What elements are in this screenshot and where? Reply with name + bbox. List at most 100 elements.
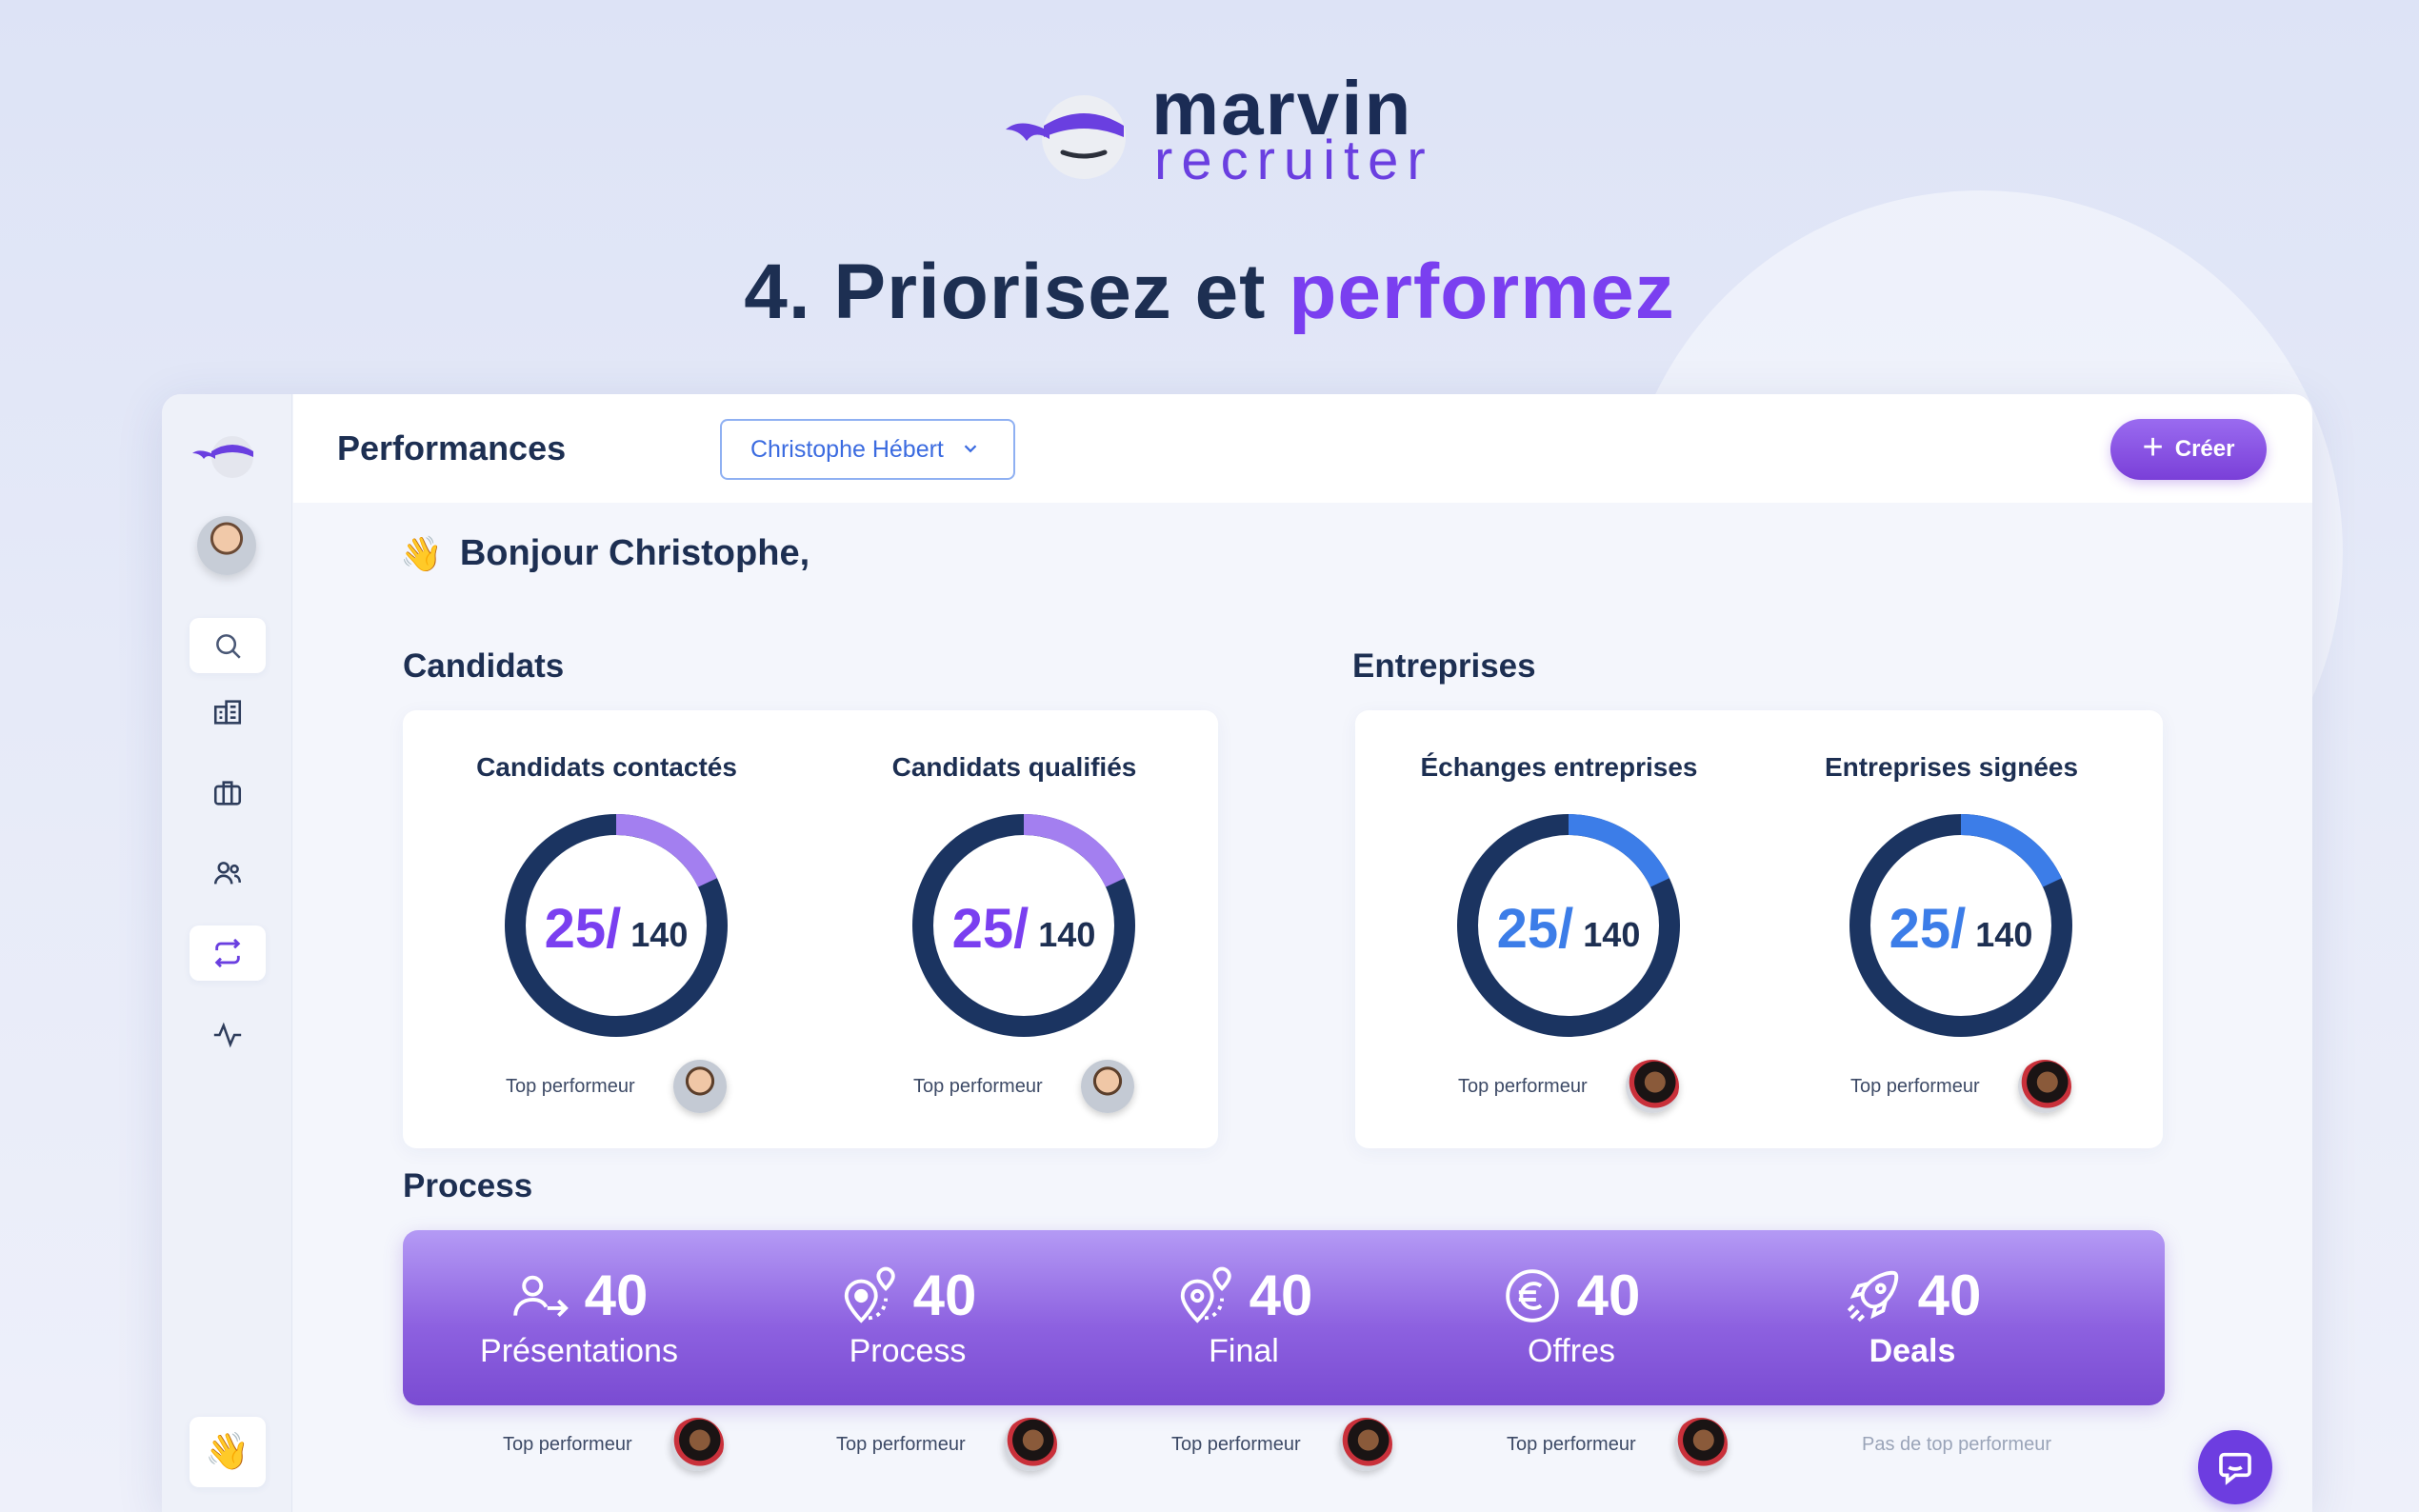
brand-subtitle: recruiter [1154, 129, 1434, 191]
search-button[interactable] [190, 618, 266, 673]
top-performer-avatar[interactable] [1338, 1418, 1392, 1471]
top-performer-label: Top performeur [503, 1433, 632, 1455]
donut-progress [1849, 814, 2072, 1037]
briefcase-icon [213, 781, 242, 806]
process-label: Process [849, 1333, 967, 1369]
process-value: 40 [584, 1263, 649, 1327]
euro-icon [1505, 1269, 1559, 1323]
create-button-label: Créer [2174, 436, 2235, 462]
metric-entreprises-signees: Entreprises signées 25/ 140 Top performe… [1748, 710, 2155, 1148]
app-window: 👋 Performances Christophe Hébert + Créer… [162, 394, 2312, 1512]
entreprises-card: Échanges entreprises 25/ 140 Top perform… [1355, 710, 2163, 1148]
process-top-performer: Top performeur [836, 1417, 1057, 1472]
metric-total: 140 [630, 915, 689, 954]
page-headline: 4. Priorisez et performez [0, 253, 2419, 331]
metric-value: 25/ [951, 897, 1030, 960]
metric-value: 25/ [544, 897, 622, 960]
top-performer-label: Top performeur [1458, 1075, 1588, 1097]
greeting-text: Bonjour Christophe, [459, 533, 810, 573]
user-arrow-icon [512, 1275, 569, 1318]
companies-button[interactable] [190, 685, 266, 740]
metric-title: Candidats qualifiés [891, 752, 1137, 782]
chevron-down-icon [964, 445, 977, 453]
process-value: 40 [1576, 1263, 1641, 1327]
donut-chart: 25/ 140 [502, 811, 730, 1040]
candidats-card: Candidats contactés 25/ 140 Top performe… [403, 710, 1218, 1148]
pin-route-icon [844, 1266, 895, 1323]
top-performer-avatar[interactable] [1625, 1060, 1679, 1113]
top-performer-avatar[interactable] [672, 1060, 727, 1113]
user-avatar[interactable] [197, 516, 256, 575]
top-performer-label: Top performeur [1850, 1075, 1980, 1097]
process-top-performer: Pas de top performeur [1862, 1417, 2051, 1472]
top-performer-avatar[interactable] [1673, 1418, 1728, 1471]
process-value: 40 [912, 1263, 977, 1327]
greeting: 👋 Bonjour Christophe, [400, 533, 810, 574]
no-top-performer-label: Pas de top performeur [1862, 1433, 2051, 1455]
sidebar: 👋 [162, 394, 292, 1512]
metric-total: 140 [1038, 915, 1096, 954]
metric-echanges-entreprises: Échanges entreprises 25/ 140 Top perform… [1355, 710, 1763, 1148]
metric-candidats-contactes: Candidats contactés 25/ 140 Top performe… [403, 710, 810, 1148]
top-performer-label: Top performeur [836, 1433, 966, 1455]
top-performer-avatar[interactable] [1080, 1060, 1134, 1113]
building-icon [213, 700, 242, 725]
top-performer-label: Top performeur [913, 1075, 1043, 1097]
jobs-button[interactable] [190, 766, 266, 821]
metric-total: 140 [1583, 915, 1641, 954]
process-value: 40 [1249, 1263, 1313, 1327]
process-label: Final [1209, 1333, 1279, 1369]
donut-progress [505, 814, 728, 1037]
metric-value: 25/ [1496, 897, 1574, 960]
process-top-performer: Top performeur [1507, 1417, 1728, 1472]
process-bar: 40 Présentations 40 Process 40 Final 40 … [403, 1230, 2165, 1405]
chat-icon [2219, 1452, 2251, 1485]
topbar: Performances Christophe Hébert + Créer [293, 394, 2312, 503]
top-performer-avatar[interactable] [1003, 1418, 1057, 1471]
donut-chart: 25/ 140 [1847, 811, 2075, 1040]
candidates-button[interactable] [190, 846, 266, 901]
brand-logo: marvin recruiter [1002, 70, 1426, 189]
top-performer: Top performeur [1458, 1059, 1679, 1114]
headline-prefix: 4. Priorisez et [744, 249, 1267, 335]
users-icon [213, 862, 242, 885]
metric-total: 140 [1975, 915, 2033, 954]
wave-emoji: 👋 [400, 533, 443, 573]
process-item-process[interactable]: 40 Process [731, 1230, 1084, 1405]
top-performer: Top performeur [506, 1059, 727, 1114]
headline-accent: performez [1289, 249, 1675, 335]
create-button[interactable]: + Créer [2110, 419, 2267, 480]
recruiter-select[interactable]: Christophe Hébert [720, 419, 1015, 480]
top-performer-avatar[interactable] [670, 1418, 724, 1471]
top-performer-avatar[interactable] [2017, 1060, 2071, 1113]
entreprises-title: Entreprises [1352, 647, 1536, 685]
chat-button[interactable] [2198, 1430, 2272, 1504]
performance-button[interactable] [190, 1007, 266, 1063]
donut-chart: 25/ 140 [1454, 811, 1683, 1040]
recruiter-select-value: Christophe Hébert [750, 435, 944, 463]
activity-icon [213, 1022, 242, 1048]
top-performer-label: Top performeur [1171, 1433, 1301, 1455]
process-item-deals[interactable]: 40 Deals [1736, 1230, 2089, 1405]
process-item-presentations[interactable]: 40 Présentations [403, 1230, 755, 1405]
pin-route-icon [1180, 1266, 1231, 1323]
process-item-final[interactable]: 40 Final [1068, 1230, 1420, 1405]
process-top-performer: Top performeur [1171, 1417, 1392, 1472]
metric-candidats-qualifies: Candidats qualifiés 25/ 140 Top performe… [810, 710, 1218, 1148]
app-logo-icon[interactable] [190, 428, 263, 482]
process-label: Présentations [480, 1333, 678, 1369]
rocket-icon [1847, 1270, 1898, 1323]
process-item-offres[interactable]: 40 Offres [1395, 1230, 1748, 1405]
top-performer-label: Top performeur [1507, 1433, 1636, 1455]
metric-value: 25/ [1889, 897, 1967, 960]
wave-button[interactable]: 👋 [190, 1417, 266, 1487]
plus-icon: + [2142, 428, 2164, 468]
process-button[interactable] [190, 925, 266, 981]
donut-progress [1457, 814, 1680, 1037]
metric-title: Échanges entreprises [1420, 752, 1698, 782]
process-value: 40 [1917, 1263, 1982, 1327]
process-title: Process [403, 1167, 533, 1204]
top-performer: Top performeur [913, 1059, 1134, 1114]
search-icon [216, 634, 241, 659]
donut-progress [912, 814, 1135, 1037]
